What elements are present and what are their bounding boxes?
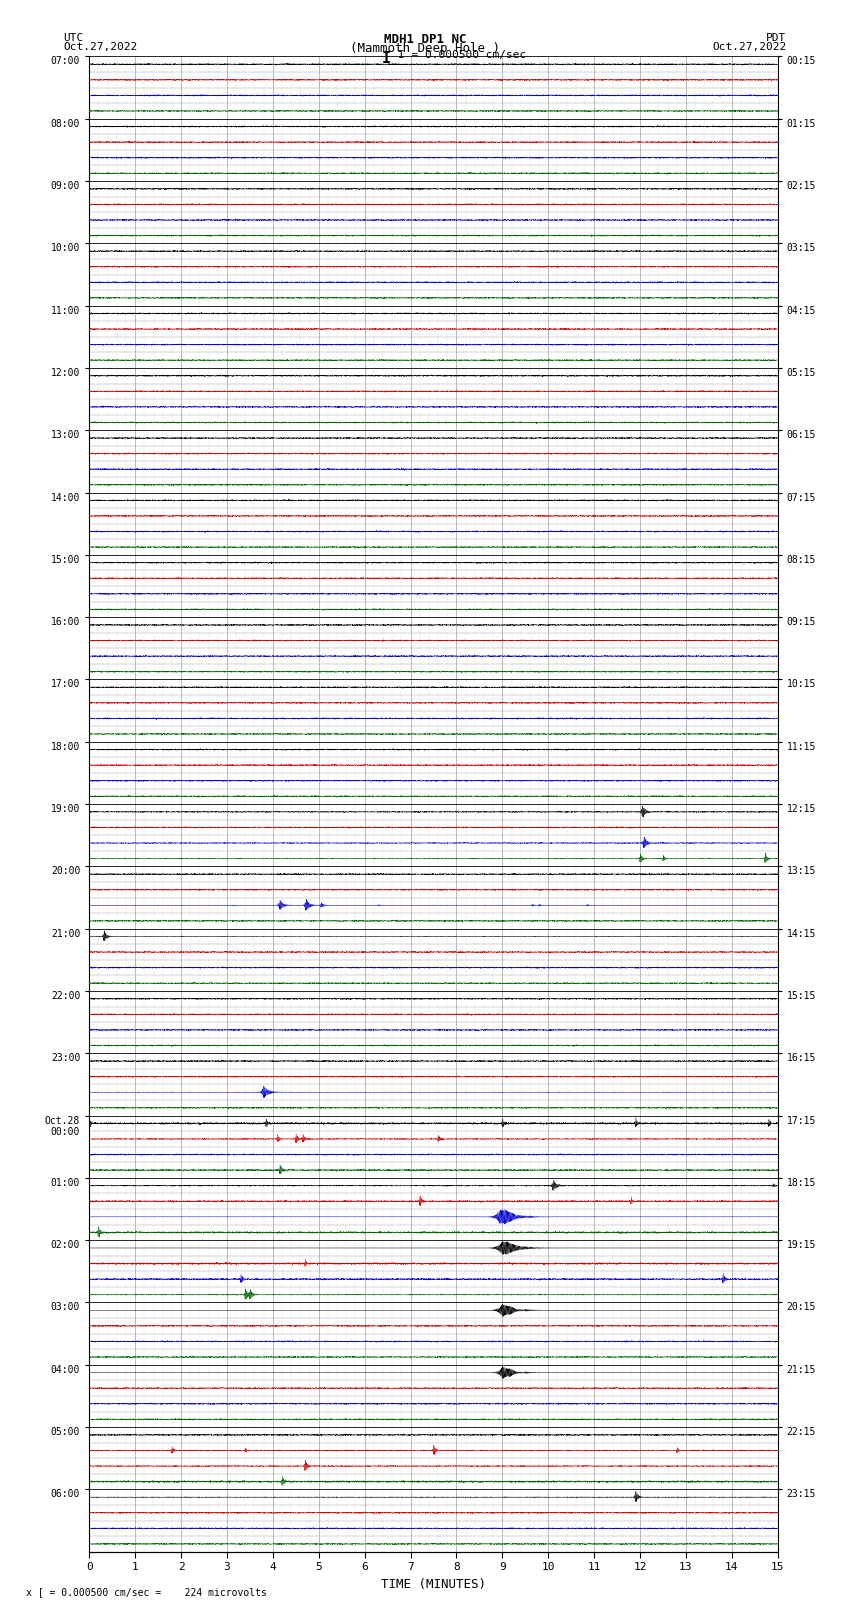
X-axis label: TIME (MINUTES): TIME (MINUTES) bbox=[381, 1578, 486, 1590]
Text: PDT: PDT bbox=[766, 32, 786, 44]
Text: (Mammoth Deep Hole ): (Mammoth Deep Hole ) bbox=[350, 42, 500, 55]
Text: Oct.27,2022: Oct.27,2022 bbox=[712, 42, 786, 52]
Text: I = 0.000500 cm/sec: I = 0.000500 cm/sec bbox=[398, 50, 526, 60]
Text: MDH1 DP1 NC: MDH1 DP1 NC bbox=[383, 32, 467, 47]
Text: Oct.27,2022: Oct.27,2022 bbox=[64, 42, 138, 52]
Text: UTC: UTC bbox=[64, 32, 84, 44]
Text: I: I bbox=[382, 50, 391, 66]
Text: x [ = 0.000500 cm/sec =    224 microvolts: x [ = 0.000500 cm/sec = 224 microvolts bbox=[26, 1587, 266, 1597]
